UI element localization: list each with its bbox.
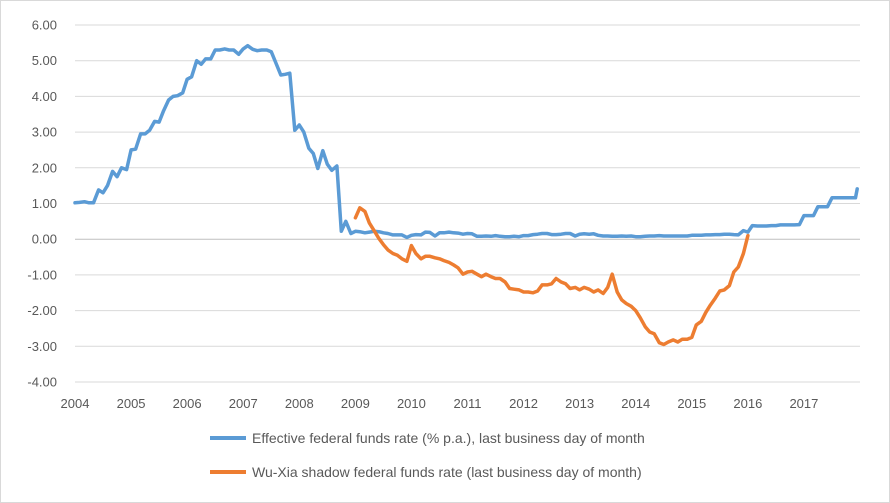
x-tick-label: 2012	[509, 396, 538, 411]
y-tick-label: -2.00	[27, 303, 57, 318]
legend-swatch-effective-rate	[210, 436, 246, 440]
x-tick-label: 2010	[397, 396, 426, 411]
y-tick-label: -4.00	[27, 375, 57, 390]
y-axis-ticks: 6.00 5.00 4.00 3.00 2.00 1.00 0.00 -1.00 -2.00 -3…	[27, 18, 57, 390]
series-line-shadow-rate	[353, 206, 750, 347]
x-tick-label: 2011	[454, 396, 482, 411]
legend-item-shadow-rate: Wu-Xia shadow federal funds rate (last b…	[210, 461, 810, 483]
y-tick-label: 4.00	[32, 89, 57, 104]
x-tick-label: 2009	[341, 396, 370, 411]
series-group	[73, 43, 859, 347]
y-tick-label: 6.00	[32, 18, 57, 33]
y-tick-label: 2.00	[32, 160, 57, 175]
gridlines	[75, 24, 860, 383]
series-line-effective-rate	[73, 43, 859, 240]
x-tick-label: 2006	[173, 396, 202, 411]
y-tick-label: 0.00	[32, 232, 57, 247]
legend-swatch-shadow-rate	[210, 470, 246, 474]
y-tick-label: 3.00	[32, 125, 57, 140]
x-tick-label: 2007	[229, 396, 258, 411]
legend-label-shadow-rate: Wu-Xia shadow federal funds rate (last b…	[252, 464, 642, 480]
y-tick-label: 1.00	[32, 196, 57, 211]
x-axis-ticks: 2004 2005 2006 2007 2008 2009 2010 2011 2012 2013…	[61, 396, 819, 411]
x-tick-label: 2004	[61, 396, 90, 411]
x-tick-label: 2014	[621, 396, 650, 411]
y-tick-label: -3.00	[27, 339, 57, 354]
x-tick-label: 2013	[565, 396, 594, 411]
x-tick-label: 2005	[117, 396, 146, 411]
x-tick-label: 2008	[285, 396, 314, 411]
y-tick-label: 5.00	[32, 53, 57, 68]
x-tick-label: 2016	[733, 396, 762, 411]
legend-item-effective-rate: Effective federal funds rate (% p.a.), l…	[210, 427, 810, 449]
x-tick-label: 2015	[677, 396, 706, 411]
y-tick-label: -1.00	[27, 267, 57, 282]
legend-label-effective-rate: Effective federal funds rate (% p.a.), l…	[252, 430, 645, 446]
x-tick-label: 2017	[789, 396, 818, 411]
